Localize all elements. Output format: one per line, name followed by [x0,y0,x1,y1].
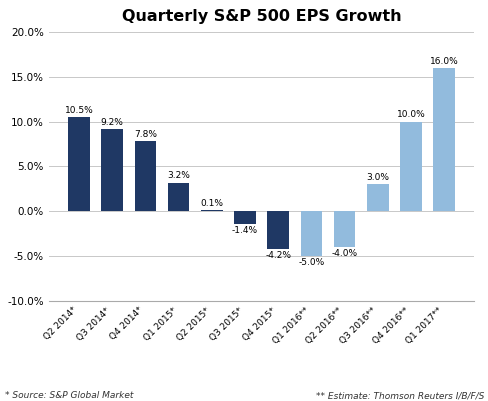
Bar [432,68,454,211]
Bar [68,117,90,211]
Title: Quarterly S&P 500 EPS Growth: Quarterly S&P 500 EPS Growth [122,9,401,24]
Text: 10.0%: 10.0% [396,110,425,119]
Bar [134,141,156,211]
Bar [201,210,222,211]
Bar [267,211,288,249]
Text: ** Estimate: Thomson Reuters I/B/F/S: ** Estimate: Thomson Reuters I/B/F/S [315,391,483,400]
Text: 9.2%: 9.2% [101,117,123,127]
Bar [333,211,355,247]
Text: 3.2%: 3.2% [167,171,190,180]
Text: -1.4%: -1.4% [231,226,258,235]
Text: 0.1%: 0.1% [200,199,223,208]
Text: 10.5%: 10.5% [64,106,93,115]
Bar [399,122,421,211]
Text: * Source: S&P Global Market: * Source: S&P Global Market [5,391,133,400]
Bar [234,211,255,224]
Text: 3.0%: 3.0% [366,173,388,182]
Text: 16.0%: 16.0% [429,57,458,66]
Bar [366,184,388,211]
Bar [167,182,189,211]
Text: -4.0%: -4.0% [331,249,357,258]
Bar [101,129,123,211]
Text: -5.0%: -5.0% [298,258,324,267]
Text: 7.8%: 7.8% [134,130,157,139]
Bar [300,211,322,256]
Text: -4.2%: -4.2% [264,251,291,260]
